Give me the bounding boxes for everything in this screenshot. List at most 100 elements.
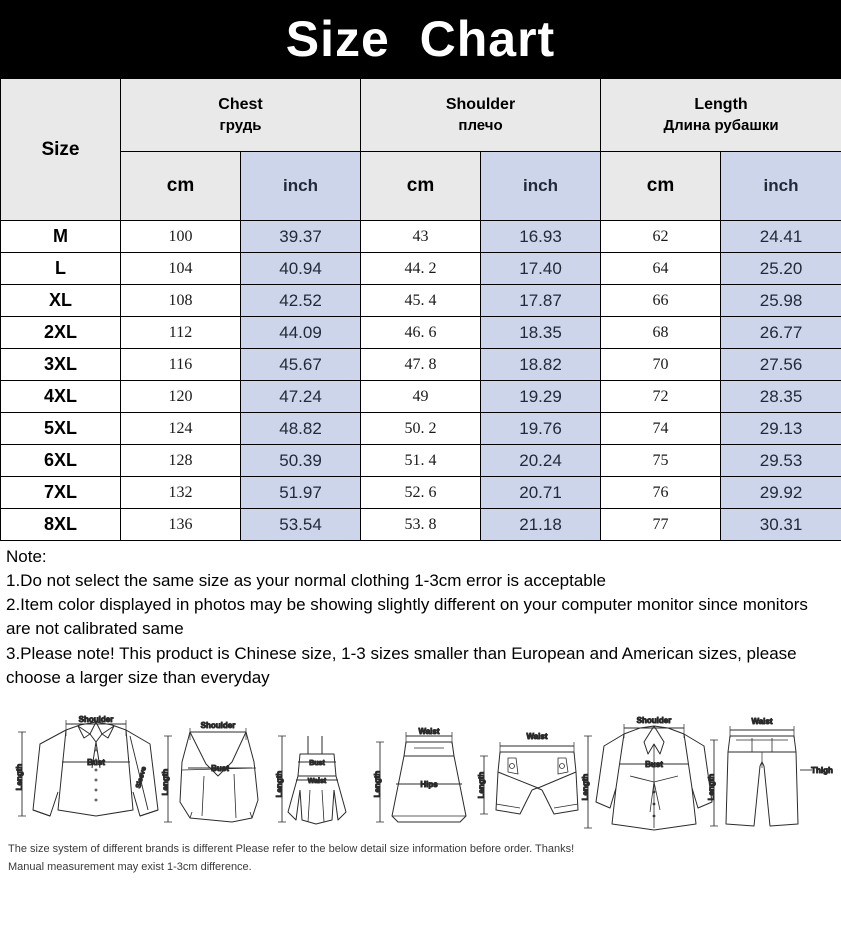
cell-size: L — [0, 252, 121, 285]
cell-size: 4XL — [0, 380, 121, 413]
header-group-length-en: Length — [694, 96, 748, 114]
label-coat-length: Length — [581, 773, 590, 800]
label-dress-length: Length — [275, 770, 284, 797]
cell-length_cm: 70 — [600, 348, 722, 381]
cell-length_in: 27.56 — [720, 348, 841, 381]
cell-chest_cm: 112 — [120, 316, 241, 349]
header-group-shoulder-ru: плечо — [458, 116, 503, 134]
garment-diagram-svg: Shoulder Bust Length Sleeve Sh — [15, 714, 833, 831]
cell-length_in: 29.53 — [720, 444, 841, 477]
cell-chest_in: 53.54 — [239, 508, 362, 541]
label-tank-bust: Bust — [211, 764, 229, 773]
table-body: M 100 39.37 43 16.93 62 24.41 L 104 40.94 44. 2 17.… — [0, 220, 841, 541]
label-pants-waist: Waist — [751, 717, 772, 726]
label-dress-waist: Waist — [308, 778, 327, 785]
cell-chest_cm: 108 — [120, 284, 241, 317]
cell-length_cm: 68 — [600, 316, 722, 349]
cell-length_in: 25.98 — [720, 284, 841, 317]
table-row: L 104 40.94 44. 2 17.40 64 25.20 — [0, 252, 841, 285]
table-row: 7XL 132 51.97 52. 6 20.71 76 29.92 — [0, 476, 841, 509]
cell-chest_in: 50.39 — [239, 444, 362, 477]
garment-blouse — [18, 719, 159, 817]
cell-shoulder_cm: 50. 2 — [360, 412, 482, 445]
cell-chest_cm: 132 — [120, 476, 241, 509]
notes-heading: Note: — [6, 547, 47, 566]
cell-chest_cm: 124 — [120, 412, 241, 445]
garment-coat — [584, 723, 713, 831]
cell-shoulder_in: 18.35 — [480, 316, 602, 349]
cell-chest_in: 47.24 — [239, 380, 362, 413]
garment-dress — [278, 735, 347, 825]
cell-length_cm: 74 — [600, 412, 722, 445]
cell-size: 6XL — [0, 444, 121, 477]
label-shorts-length: Length — [477, 771, 486, 798]
cell-chest_in: 44.09 — [239, 316, 362, 349]
header-group-chest: Chest грудь — [119, 78, 362, 152]
cell-chest_cm: 136 — [120, 508, 241, 541]
size-table: Size Chest грудь Shoulder плечо Length Д… — [0, 78, 841, 541]
cell-chest_in: 42.52 — [239, 284, 362, 317]
header-row-units: cm inch cm inch cm inch — [1, 151, 841, 221]
cell-length_in: 25.20 — [720, 252, 841, 285]
header-unit-length-inch: inch — [720, 151, 841, 221]
cell-length_in: 28.35 — [720, 380, 841, 413]
cell-chest_cm: 104 — [120, 252, 241, 285]
label-blouse-length: Length — [15, 763, 24, 790]
cell-shoulder_cm: 46. 6 — [360, 316, 482, 349]
cell-chest_cm: 100 — [120, 220, 241, 253]
cell-shoulder_in: 17.87 — [480, 284, 602, 317]
table-row: 3XL 116 45.67 47. 8 18.82 70 27.56 — [0, 348, 841, 381]
cell-size: 2XL — [0, 316, 121, 349]
cell-length_cm: 62 — [600, 220, 722, 253]
cell-size: 8XL — [0, 508, 121, 541]
header-group-shoulder-en: Shoulder — [445, 96, 516, 114]
cell-length_cm: 75 — [600, 444, 722, 477]
cell-chest_cm: 120 — [120, 380, 241, 413]
header-unit-shoulder-cm: cm — [360, 151, 482, 221]
label-blouse-shoulder: Shoulder — [79, 715, 114, 724]
table-row: 5XL 124 48.82 50. 2 19.76 74 29.13 — [0, 412, 841, 445]
label-pants-thigh: Thigh — [811, 766, 833, 775]
cell-length_cm: 77 — [600, 508, 722, 541]
label-skirt-hips: Hips — [420, 780, 438, 789]
header-group-shoulder: Shoulder плечо — [360, 78, 602, 152]
cell-length_cm: 66 — [600, 284, 722, 317]
cell-length_in: 29.92 — [720, 476, 841, 509]
header-row-groups: Size Chest грудь Shoulder плечо Length Д… — [0, 78, 841, 221]
cell-length_cm: 64 — [600, 252, 722, 285]
label-blouse-bust: Bust — [87, 758, 105, 767]
label-blouse-sleeve: Sleeve — [135, 766, 148, 789]
cell-length_in: 30.31 — [720, 508, 841, 541]
cell-shoulder_in: 17.40 — [480, 252, 602, 285]
cell-shoulder_cm: 52. 6 — [360, 476, 482, 509]
cell-length_cm: 76 — [600, 476, 722, 509]
cell-shoulder_cm: 53. 8 — [360, 508, 482, 541]
cell-chest_in: 45.67 — [239, 348, 362, 381]
note-item-2: 2.Item color displayed in photos may be … — [6, 595, 808, 639]
header-unit-chest-cm: cm — [120, 151, 241, 221]
cell-length_in: 26.77 — [720, 316, 841, 349]
label-dress-bust: Bust — [309, 760, 325, 767]
header-unit-chest-inch: inch — [239, 151, 362, 221]
cell-size: 5XL — [0, 412, 121, 445]
label-shorts-waist: Waist — [526, 732, 547, 741]
label-pants-length: Length — [707, 773, 716, 800]
garment-shorts — [480, 741, 579, 815]
illustration-footer: The size system of different brands is d… — [8, 840, 648, 876]
cell-size: 3XL — [0, 348, 121, 381]
garment-tank-top — [164, 727, 259, 823]
cell-size: 7XL — [0, 476, 121, 509]
title-band: Size Chart — [0, 0, 841, 78]
label-skirt-length: Length — [373, 770, 382, 797]
illustration-footer-line1: The size system of different brands is d… — [8, 842, 575, 855]
cell-chest_cm: 128 — [120, 444, 241, 477]
notes-section: Note: 1.Do not select the same size as y… — [0, 541, 841, 692]
table-row: 6XL 128 50.39 51. 4 20.24 75 29.53 — [0, 444, 841, 477]
cell-shoulder_in: 20.24 — [480, 444, 602, 477]
garment-skirt — [376, 731, 467, 823]
garment-illustrations: Shoulder Bust Length Sleeve Sh — [0, 691, 841, 897]
label-skirt-waist: Waist — [418, 727, 439, 736]
cell-shoulder_in: 18.82 — [480, 348, 602, 381]
cell-shoulder_in: 19.76 — [480, 412, 602, 445]
